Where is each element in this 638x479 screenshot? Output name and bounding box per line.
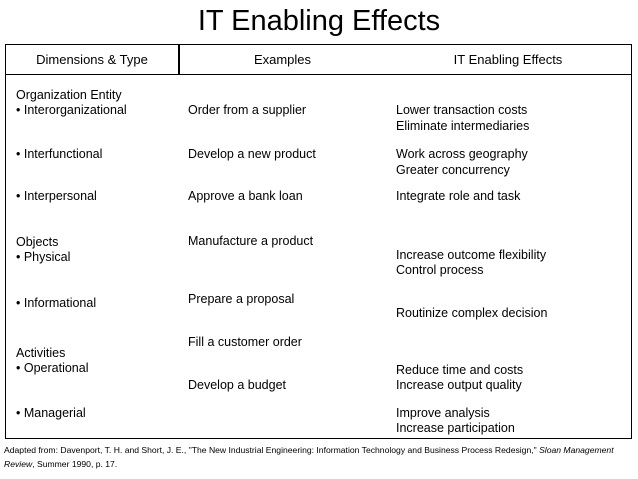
effect-output-quality: Increase output quality [396, 378, 522, 392]
citation-footer: Adapted from: Davenport, T. H. and Short… [4, 443, 634, 471]
effect-outcome-flexibility: Increase outcome flexibility [396, 248, 547, 262]
effect-reduce-time: Reduce time and costs [396, 363, 524, 377]
dimension-operational: • Operational [16, 361, 89, 375]
effect-eliminate-intermediaries: Eliminate intermediaries [396, 119, 530, 133]
effect-routinize: Routinize complex decision [396, 306, 548, 320]
slide-title: IT Enabling Effects [197, 5, 441, 37]
dimension-interorganizational: • Interorganizational [16, 103, 127, 117]
effect-lower-costs: Lower transaction costs [396, 103, 528, 117]
effect-across-geography: Work across geography [396, 147, 528, 161]
header-dimensions: Dimensions & Type [5, 44, 180, 75]
dimension-informational: • Informational [16, 296, 97, 310]
example-proposal: Prepare a proposal [188, 292, 295, 306]
dimension-managerial: • Managerial [16, 406, 86, 420]
dimension-interfunctional: • Interfunctional [16, 147, 103, 161]
example-order-supplier: Order from a supplier [188, 103, 307, 117]
example-new-product: Develop a new product [188, 147, 316, 161]
effect-control-process: Control process [396, 263, 484, 277]
example-bank-loan: Approve a bank loan [188, 189, 303, 203]
example-budget: Develop a budget [188, 378, 286, 392]
example-manufacture: Manufacture a product [188, 234, 314, 248]
dimension-physical: • Physical [16, 250, 71, 264]
example-customer-order: Fill a customer order [188, 335, 302, 349]
effect-role-task: Integrate role and task [396, 189, 521, 203]
citation-suffix: , Summer 1990, p. 17. [32, 459, 118, 469]
citation-prefix: Adapted from: Davenport, T. H. and Short… [4, 445, 540, 455]
dimension-interpersonal: • Interpersonal [16, 189, 97, 203]
effect-concurrency: Greater concurrency [396, 163, 510, 177]
effect-improve-analysis: Improve analysis [396, 406, 490, 420]
header-examples: Examples [180, 44, 385, 75]
dimension-objects: Objects [16, 235, 59, 249]
dimension-activities: Activities [16, 346, 66, 360]
dimension-org-entity: Organization Entity [16, 88, 122, 102]
header-effects: IT Enabling Effects [385, 44, 632, 75]
effect-participation: Increase participation [396, 421, 515, 435]
citation-journal: Sloan Management Review [4, 445, 614, 469]
